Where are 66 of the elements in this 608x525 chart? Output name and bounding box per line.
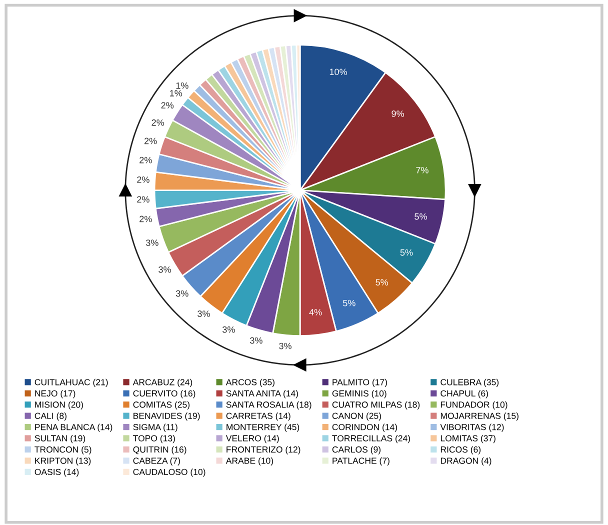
legend-label: VELERO (14) — [226, 434, 279, 444]
legend-label: DRAGON (4) — [440, 457, 492, 466]
legend-label: FUNDADOR (10) — [440, 401, 508, 410]
legend-label: CORINDON (14) — [332, 424, 398, 432]
data-label: 9% — [392, 110, 404, 117]
legend-label: ARABE (10) — [226, 457, 273, 466]
data-label: 3% — [198, 310, 210, 317]
legend-label: PATLACHE (7) — [332, 457, 390, 466]
data-label: 3% — [279, 342, 292, 350]
legend-label: CUERVITO (16) — [133, 390, 196, 398]
legend-label: BENAVIDES (19) — [134, 412, 200, 421]
data-label: 3% — [146, 240, 158, 246]
legend-label: KRIPTON (13) — [35, 457, 91, 466]
legend-label: ARCOS (35) — [226, 378, 274, 388]
data-label: 2% — [140, 156, 152, 164]
data-label: 3% — [176, 290, 188, 297]
data-label: 3% — [222, 326, 235, 333]
legend-label: MONTERREY (45) — [226, 424, 300, 432]
legend-label: CAUDALOSO (10) — [133, 468, 206, 477]
legend-label: ARCABUZ (24) — [132, 378, 192, 388]
legend-label: TORRECILLAS (24) — [332, 434, 410, 444]
data-label: 3% — [250, 337, 262, 344]
legend-label: CUITLAHUAC (21) — [34, 378, 108, 388]
legend-label: SIGMA (11) — [133, 424, 178, 432]
legend-label: SANTA ROSALIA (18) — [226, 401, 312, 410]
legend-label: CUATRO MILPAS (18) — [332, 401, 420, 410]
data-label: 5% — [414, 213, 427, 220]
data-label: 1% — [176, 82, 188, 89]
legend-label: FRONTERIZO (12) — [226, 446, 300, 454]
legend-label: PENA BLANCA (14) — [35, 424, 112, 432]
legend-label: CARRETAS (14) — [226, 412, 290, 421]
data-label: 2% — [144, 138, 157, 144]
legend-label: COMITAS (25) — [133, 401, 190, 410]
data-label: 3% — [158, 266, 171, 273]
legend-label: GEMINIS (10) — [332, 390, 386, 398]
legend-label: QUITRIN (16) — [133, 446, 186, 454]
data-label: 4% — [309, 309, 322, 316]
data-label: 5% — [343, 300, 356, 306]
legend-label: SULTAN (19) — [34, 434, 86, 444]
legend-label: MISION (20) — [35, 401, 83, 410]
legend-label: RICOS (6) — [440, 446, 481, 454]
data-label: 10% — [330, 68, 347, 76]
data-label: 7% — [416, 167, 428, 174]
data-label: 2% — [161, 102, 174, 108]
legend-label: OASIS (14) — [34, 468, 79, 477]
legend-label: CABEZA (7) — [133, 457, 180, 466]
legend-label: MOJARRENAS (15) — [440, 412, 518, 421]
data-label: 5% — [400, 249, 413, 256]
legend-label: CARLOS (9) — [332, 446, 380, 454]
data-label: 1% — [170, 90, 182, 96]
legend-label: LOMITAS (37) — [440, 434, 496, 444]
legend-label: TRONCON (5) — [34, 446, 92, 454]
legend-label: VIBORITAS (12) — [440, 424, 504, 432]
data-label: 2% — [137, 176, 150, 183]
data-label: 2% — [152, 119, 164, 126]
legend-label: CHAPUL (6) — [440, 390, 488, 398]
data-label: 2% — [140, 216, 152, 222]
legend-label: CALI (8) — [34, 412, 66, 421]
legend-label: TOPO (13) — [133, 434, 175, 444]
legend-label: CULEBRA (35) — [440, 378, 499, 388]
legend-label: SANTA ANITA (14) — [226, 390, 298, 398]
legend-label: NEJO (17) — [35, 390, 76, 398]
legend-label: CANON (25) — [332, 412, 381, 421]
legend-label: PALMITO (17) — [332, 378, 387, 388]
data-label: 2% — [137, 196, 150, 203]
data-label: 5% — [376, 279, 388, 286]
